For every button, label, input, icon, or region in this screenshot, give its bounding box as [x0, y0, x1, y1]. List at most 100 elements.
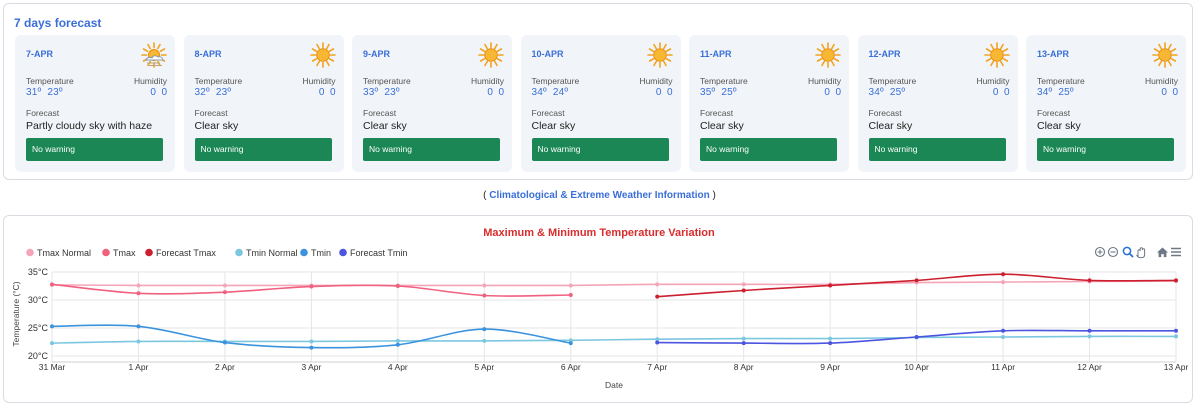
data-point[interactable]: [1001, 280, 1006, 285]
legend-item[interactable]: Tmin Normal: [235, 248, 298, 258]
data-point[interactable]: [914, 278, 919, 283]
data-point[interactable]: [482, 338, 487, 343]
data-point[interactable]: [222, 290, 227, 295]
data-point[interactable]: [309, 284, 314, 289]
data-point[interactable]: [568, 341, 573, 346]
forecast-label: Forecast: [26, 108, 60, 118]
data-point[interactable]: [1087, 328, 1092, 333]
temperature-values: 34º 24º: [532, 87, 569, 98]
data-point[interactable]: [1174, 334, 1178, 339]
forecast-card: 9-APR Temperature Humidity 33º 23º 0 0 Foreca…: [352, 35, 512, 172]
legend-item[interactable]: Tmax: [102, 248, 136, 258]
humidity-label: Humidity: [639, 76, 673, 86]
forecast-cards: 7-APR Temperature Humidity 31º 23º 0 0 Foreca…: [15, 35, 1186, 172]
data-point[interactable]: [1087, 334, 1092, 339]
data-point[interactable]: [655, 282, 660, 287]
magnifier-icon[interactable]: [1122, 246, 1134, 258]
data-point[interactable]: [309, 345, 314, 350]
menu-icon[interactable]: [1171, 247, 1181, 257]
humidity-value-2: 0: [498, 87, 504, 98]
series-line: [51, 335, 1177, 344]
data-point[interactable]: [136, 283, 141, 288]
humidity-value-1: 0: [318, 87, 325, 98]
data-point[interactable]: [482, 293, 487, 298]
y-tick-label: 25°C: [28, 323, 49, 333]
data-point[interactable]: [655, 337, 660, 342]
hand-pan-icon[interactable]: [1135, 247, 1146, 259]
humidity-value-1: 0: [487, 87, 493, 98]
chart-title: Maximum & Minimum Temperature Variation: [483, 227, 715, 239]
temperature-values: 35º 25º: [700, 87, 737, 98]
data-point[interactable]: [222, 283, 227, 288]
data-point[interactable]: [655, 294, 660, 299]
legend-label: Tmax Normal: [37, 248, 91, 258]
data-point[interactable]: [482, 283, 487, 288]
data-point[interactable]: [568, 292, 573, 297]
chart-series: [50, 272, 1178, 350]
data-point[interactable]: [395, 338, 400, 343]
data-point[interactable]: [741, 282, 746, 287]
data-point[interactable]: [482, 327, 487, 332]
humidity-values: 0 0: [487, 87, 504, 98]
data-point[interactable]: [50, 282, 54, 287]
data-point[interactable]: [1001, 272, 1006, 277]
data-point[interactable]: [309, 339, 314, 344]
data-point[interactable]: [1174, 328, 1178, 333]
data-point[interactable]: [1001, 328, 1006, 333]
humidity-values: 0 0: [824, 87, 841, 98]
humidity-value-2: 0: [835, 87, 841, 98]
data-point[interactable]: [828, 341, 833, 346]
legend-item[interactable]: Tmax Normal: [26, 248, 91, 258]
zoom-in-icon[interactable]: [1094, 246, 1106, 258]
data-point[interactable]: [136, 324, 141, 329]
series-tmin-normal: [50, 334, 1178, 346]
data-point[interactable]: [395, 284, 400, 288]
data-point[interactable]: [741, 288, 746, 293]
forecast-card: 11-APR Temperature Humidity 35º 25º 0 0 Forec…: [689, 35, 849, 172]
x-tick-label: 4 Apr: [388, 362, 408, 372]
x-tick-label: 5 Apr: [474, 362, 494, 372]
data-point[interactable]: [222, 340, 227, 345]
data-point[interactable]: [568, 283, 573, 288]
data-point[interactable]: [136, 291, 141, 296]
data-point[interactable]: [136, 339, 141, 344]
forecast-card: 10-APR Temperature Humidity 34º 24º 0 0 Forec…: [520, 35, 681, 172]
legend-item[interactable]: Tmin: [300, 248, 331, 258]
humidity-value-1: 0: [150, 87, 156, 98]
data-point[interactable]: [741, 341, 746, 346]
humidity-label: Humidity: [470, 76, 504, 86]
humidity-values: 0 0: [656, 87, 673, 98]
data-point[interactable]: [914, 334, 919, 339]
data-point[interactable]: [50, 324, 54, 329]
forecast-label: Forecast: [531, 108, 565, 118]
tmax-value: 31º: [26, 87, 42, 98]
humidity-label: Humidity: [302, 76, 336, 86]
data-point[interactable]: [741, 336, 746, 341]
tmax-value: 34º: [1037, 87, 1053, 98]
data-point[interactable]: [1001, 334, 1006, 339]
data-point[interactable]: [655, 340, 660, 345]
legend-marker: [339, 248, 347, 257]
temperature-label: Temperature: [700, 76, 748, 86]
y-axis-label: Temperature (°C): [11, 281, 21, 346]
legend-item[interactable]: Forecast Tmin: [339, 248, 407, 258]
y-tick-label: 35°C: [28, 267, 49, 277]
tmax-value: 33º: [363, 87, 379, 98]
legend-label: Forecast Tmax: [156, 248, 216, 258]
legend-item[interactable]: Forecast Tmax: [145, 248, 216, 258]
data-point[interactable]: [50, 341, 54, 346]
forecast-date: 12-APR: [868, 49, 901, 59]
data-point[interactable]: [1174, 278, 1178, 283]
data-point[interactable]: [1087, 278, 1092, 283]
humidity-value-2: 0: [666, 87, 673, 98]
data-point[interactable]: [395, 342, 400, 347]
home-icon[interactable]: [1157, 247, 1168, 258]
zoom-out-icon[interactable]: [1107, 246, 1119, 258]
climatology-link-row: ( Climatological & Extreme Weather Infor…: [0, 190, 1199, 201]
climatology-link[interactable]: Climatological & Extreme Weather Informa…: [489, 190, 710, 201]
data-point[interactable]: [828, 336, 833, 341]
data-point[interactable]: [568, 338, 573, 343]
x-tick-label: 8 Apr: [734, 362, 754, 372]
sun-icon: [478, 42, 504, 68]
data-point[interactable]: [828, 283, 833, 288]
